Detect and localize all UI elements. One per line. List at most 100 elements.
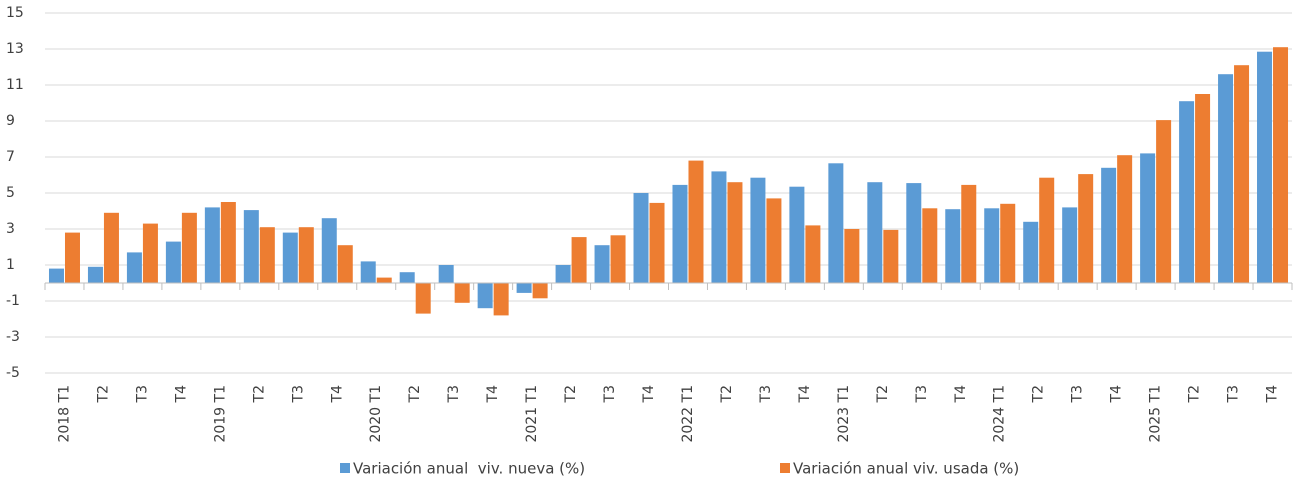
bar [945,209,961,283]
bar [594,245,610,283]
bar [1101,167,1117,283]
bar [126,252,142,283]
bar [1140,153,1156,283]
bar [1000,203,1016,283]
bar [906,183,922,283]
bar [220,202,236,283]
x-tick-label: 2025 T1 [1148,385,1164,443]
bar [64,232,80,283]
bar [1234,65,1250,283]
x-tick-label: T2 [719,385,735,403]
y-tick-label: 9 [6,113,15,129]
bar [727,182,743,283]
bar [282,232,298,283]
bar [477,283,493,309]
x-tick-label: T4 [1265,385,1281,404]
x-tick-label: T3 [1226,385,1242,403]
x-tick-label: T4 [173,385,189,404]
x-tick-label: 2020 T1 [368,385,384,443]
x-tick-label: T2 [875,385,891,403]
x-tick-label: T3 [758,385,774,403]
bar [321,218,337,283]
x-tick-label: T3 [602,385,618,403]
bar [555,265,571,283]
y-tick-label: 7 [6,149,15,165]
bar [571,237,587,283]
bar [1117,155,1133,283]
bar [766,198,782,283]
x-tick-label: T4 [953,385,969,404]
bar [438,265,454,283]
x-tick-label: 2023 T1 [836,385,852,443]
bar [454,283,470,303]
legend-swatch [780,463,790,473]
bar [204,207,220,283]
x-tick-label: T2 [95,385,111,403]
x-tick-label: T3 [446,385,462,403]
bar [672,184,688,283]
x-tick-label: T3 [914,385,930,403]
bar [48,268,64,283]
x-tick-label: T4 [641,385,657,404]
bar [805,225,821,283]
x-tick-label: T4 [329,385,345,404]
y-tick-label: 15 [6,5,24,21]
bar [165,241,181,283]
bar [789,186,805,283]
bar [493,283,509,316]
x-tick-label: T4 [1109,385,1125,404]
bar [360,261,376,283]
bar [1273,47,1289,284]
bar [867,182,883,283]
x-tick-label: T2 [407,385,423,403]
bar [883,229,899,283]
x-tick-label: 2019 T1 [212,385,228,443]
bar [828,163,844,283]
bar [844,229,860,283]
x-tick-label: T2 [563,385,579,403]
x-tick-label: T3 [1070,385,1086,403]
legend-swatch [340,463,350,473]
x-tick-label: T2 [1031,385,1047,403]
x-tick-label: T3 [290,385,306,403]
y-tick-label: -5 [6,365,20,381]
x-tick-label: 2021 T1 [524,385,540,443]
bar [711,171,727,283]
bar [610,235,626,283]
bar [337,245,353,283]
y-tick-label: -3 [6,329,20,345]
bar [1078,174,1094,283]
bar [399,272,415,283]
bar [750,177,766,283]
bar [142,223,158,283]
x-tick-label: 2024 T1 [992,385,1008,443]
x-tick-label: T4 [797,385,813,404]
bar [649,202,665,283]
legend-label: Variación anual viv. nueva (%) [353,460,585,478]
y-tick-label: 5 [6,185,15,201]
bar [415,283,431,314]
bar [633,193,649,283]
bar [181,212,197,283]
bar [984,208,1000,283]
bar [1156,120,1172,283]
x-tick-label: T2 [251,385,267,403]
bar [103,212,119,283]
bar [532,283,548,299]
bar [376,277,392,283]
bar [1179,101,1195,283]
bar [922,208,938,283]
bar [961,184,977,283]
bar [259,227,275,283]
bar [1218,74,1234,283]
legend-label: Variación anual viv. usada (%) [793,460,1019,478]
y-tick-label: 11 [6,77,24,93]
bar [243,210,259,283]
y-tick-label: 1 [6,257,15,273]
bar [688,160,704,283]
bar [516,283,532,293]
bar [298,227,314,283]
x-tick-label: 2022 T1 [680,385,696,443]
bar [1023,221,1039,283]
